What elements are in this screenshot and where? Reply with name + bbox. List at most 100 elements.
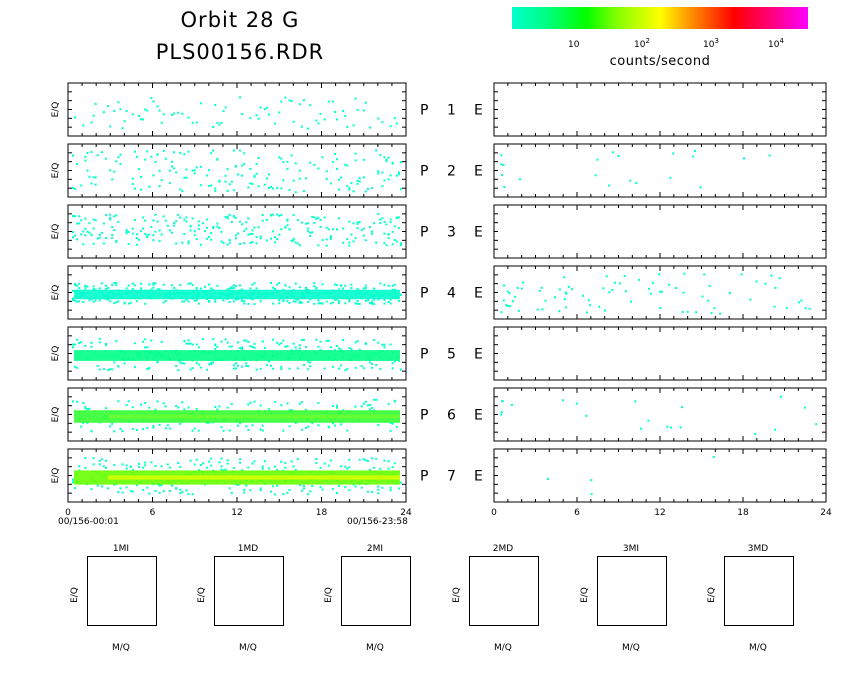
count-pixel xyxy=(208,460,211,463)
count-pixel xyxy=(168,182,171,185)
count-pixel xyxy=(133,342,136,345)
count-pixel xyxy=(152,100,155,103)
count-pixel xyxy=(183,232,186,235)
count-pixel xyxy=(162,301,165,304)
count-pixel xyxy=(649,292,652,295)
count-pixel xyxy=(243,230,246,233)
count-pixel xyxy=(298,286,301,289)
count-pixel xyxy=(175,242,178,245)
count-pixel xyxy=(86,230,89,233)
count-pixel xyxy=(261,424,264,427)
count-pixel xyxy=(86,408,89,411)
count-pixel xyxy=(399,188,402,191)
count-pixel xyxy=(379,282,382,285)
count-pixel xyxy=(102,242,105,245)
count-pixel xyxy=(397,487,400,490)
p-panel-4 xyxy=(67,265,407,320)
count-pixel xyxy=(133,366,136,369)
count-pixel xyxy=(127,230,130,233)
count-pixel xyxy=(113,215,116,218)
count-pixel xyxy=(220,230,223,233)
count-pixel xyxy=(338,484,341,487)
count-pixel xyxy=(234,237,237,240)
count-pixel xyxy=(369,408,371,411)
count-pixel xyxy=(371,406,374,409)
count-pixel xyxy=(575,402,578,405)
count-pixel xyxy=(377,117,380,120)
count-pixel xyxy=(173,167,176,170)
count-pixel xyxy=(216,222,219,225)
count-pixel xyxy=(331,301,334,304)
count-pixel xyxy=(387,237,390,240)
count-pixel xyxy=(267,113,270,116)
count-pixel xyxy=(113,170,116,173)
count-pixel xyxy=(72,215,74,218)
count-pixel xyxy=(278,299,281,302)
count-pixel xyxy=(162,113,165,116)
count-pixel xyxy=(288,286,291,289)
count-pixel xyxy=(323,462,326,465)
count-pixel xyxy=(148,283,151,286)
count-pixel xyxy=(389,174,392,177)
count-pixel xyxy=(267,186,270,189)
count-pixel xyxy=(379,218,382,221)
count-pixel xyxy=(183,362,186,365)
count-pixel xyxy=(224,468,227,471)
count-pixel xyxy=(340,284,343,287)
count-pixel xyxy=(255,368,258,371)
count-pixel xyxy=(348,346,351,349)
count-pixel xyxy=(292,465,295,468)
count-pixel xyxy=(150,96,153,99)
count-pixel xyxy=(280,342,283,345)
mass-panel-title-4: 2MD xyxy=(492,544,514,554)
count-pixel xyxy=(387,284,390,287)
count-pixel xyxy=(127,302,130,305)
count-pixel xyxy=(373,287,376,290)
count-pixel xyxy=(131,182,134,185)
count-pixel xyxy=(212,149,215,152)
count-pixel xyxy=(346,368,349,371)
count-pixel xyxy=(369,226,371,229)
count-pixel xyxy=(315,457,318,460)
count-pixel xyxy=(317,244,320,247)
count-pixel xyxy=(544,299,547,302)
count-pixel xyxy=(399,481,402,484)
count-pixel xyxy=(125,287,128,290)
count-pixel xyxy=(371,302,374,305)
count-pixel xyxy=(164,299,167,302)
count-pixel xyxy=(336,344,338,347)
count-pixel xyxy=(199,165,202,168)
count-pixel xyxy=(629,300,632,303)
count-pixel xyxy=(154,408,157,411)
count-pixel xyxy=(171,160,173,163)
count-pixel xyxy=(249,241,252,244)
count-pixel xyxy=(298,402,301,405)
count-pixel xyxy=(195,166,198,169)
count-pixel xyxy=(166,463,169,466)
count-pixel xyxy=(272,485,275,488)
count-pixel xyxy=(298,300,301,303)
count-pixel xyxy=(375,241,378,244)
count-pixel xyxy=(86,151,89,154)
x-tick-label-e-6: 6 xyxy=(574,508,580,518)
count-pixel xyxy=(144,464,147,467)
count-pixel xyxy=(156,360,159,363)
count-pixel xyxy=(303,99,305,102)
count-pixel xyxy=(113,302,116,305)
count-pixel xyxy=(270,364,272,367)
count-pixel xyxy=(98,459,101,462)
count-pixel xyxy=(803,406,806,409)
count-pixel xyxy=(377,298,380,301)
count-pixel xyxy=(625,290,628,293)
count-pixel xyxy=(587,299,590,302)
count-pixel xyxy=(228,429,231,432)
count-pixel xyxy=(195,361,198,364)
count-pixel xyxy=(321,239,324,242)
p-label-6: P xyxy=(420,408,428,424)
mass-panel-x-label-2: M/Q xyxy=(239,643,257,653)
count-pixel xyxy=(270,185,272,188)
count-pixel xyxy=(286,218,289,221)
count-pixel xyxy=(208,235,211,238)
count-pixel xyxy=(303,363,305,366)
count-pixel xyxy=(109,213,112,216)
